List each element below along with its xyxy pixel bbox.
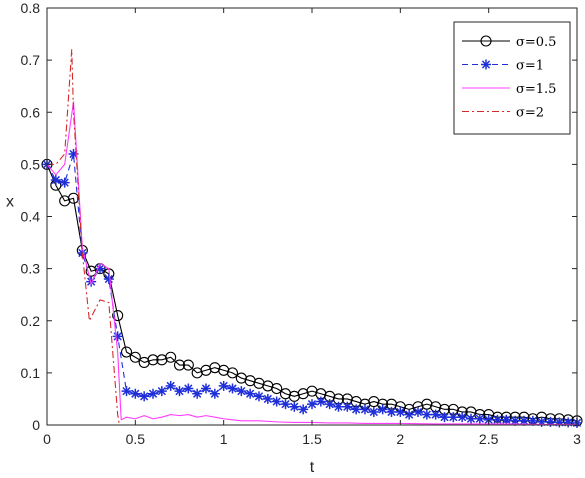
data-point [120, 346, 133, 358]
data-point [201, 383, 211, 394]
data-point [501, 414, 512, 425]
data-point [139, 391, 150, 402]
y-tick-label: 0.7 [21, 52, 41, 68]
series-line-1 [46, 164, 578, 422]
y-tick-label: 0.5 [21, 156, 41, 172]
data-point [59, 177, 70, 188]
data-point [262, 393, 273, 404]
data-point [377, 404, 388, 415]
legend-item-4: σ=2 [462, 106, 544, 121]
x-tick-label: 2.5 [479, 431, 499, 447]
data-point [254, 391, 264, 402]
data-point [218, 380, 229, 391]
x-tick-label: 2 [396, 431, 404, 447]
data-point [307, 399, 317, 410]
data-point [147, 354, 159, 366]
legend-label: σ=1.5 [516, 82, 556, 97]
data-point [386, 406, 397, 417]
data-point [227, 383, 238, 394]
y-tick-label: 0.8 [21, 0, 41, 16]
data-point [50, 175, 61, 186]
data-point [182, 359, 194, 371]
legend-label: σ=2 [516, 106, 544, 121]
data-point [342, 401, 353, 412]
data-point [129, 351, 141, 363]
axes-layer: 0 0.5 1 1.5 2 2.5 3 0 0.1 0.2 0.3 0.4 0.5 0.6 0.7 0.8 t x [6, 0, 581, 476]
data-point [298, 404, 309, 415]
x-tick-label: 1.5 [302, 431, 322, 447]
data-point [174, 386, 185, 397]
data-point [165, 380, 176, 391]
legend: σ=0.5 σ=1 σ=1.5 σ=2 [453, 21, 571, 135]
data-point [492, 414, 503, 425]
data-point [280, 399, 291, 410]
data-point [95, 263, 105, 274]
y-tick-label: 0 [32, 417, 40, 433]
y-tick-label: 0.4 [21, 209, 41, 225]
data-point [289, 401, 300, 412]
series-layer [41, 49, 583, 428]
data-point [245, 388, 256, 399]
data-point [103, 274, 114, 285]
y-tick-label: 0.6 [21, 104, 41, 120]
data-point [430, 409, 441, 420]
data-point [156, 386, 167, 397]
data-point [404, 409, 415, 420]
data-point [351, 404, 362, 415]
legend-item-1: σ=0.5 [462, 35, 556, 50]
legend-marker [481, 59, 491, 70]
data-point [368, 406, 379, 417]
data-point [333, 401, 344, 412]
x-tick-label: 0 [43, 431, 51, 447]
data-point [192, 388, 203, 399]
y-tick-label: 0.2 [21, 313, 41, 329]
x-tick-label: 3 [573, 431, 581, 447]
data-point [112, 309, 124, 322]
data-point [165, 351, 177, 363]
legend-item-2: σ=1 [462, 59, 544, 74]
x-tick-label: 0.5 [126, 431, 146, 447]
data-point [360, 404, 370, 415]
data-point [413, 406, 423, 417]
data-point [324, 399, 335, 410]
y-tick-label: 0.1 [21, 365, 41, 381]
data-point [183, 383, 194, 394]
data-point [271, 396, 282, 407]
data-point [457, 412, 468, 423]
series-3 [46, 101, 577, 426]
data-point [448, 412, 459, 423]
data-point [236, 386, 247, 397]
data-point [271, 382, 283, 395]
legend-item-3: σ=1.5 [462, 82, 556, 97]
data-point [173, 359, 186, 371]
legend-label: σ=1 [516, 59, 544, 74]
legend-marker [480, 35, 492, 47]
x-tick-label: 1 [220, 431, 228, 447]
data-point [86, 276, 97, 287]
data-point [554, 417, 565, 428]
y-tick-label: 0.3 [21, 261, 41, 277]
data-point [439, 412, 450, 423]
data-point [209, 388, 220, 399]
data-point [121, 386, 132, 397]
data-point [226, 367, 239, 379]
data-point [148, 388, 158, 399]
series-2 [42, 148, 582, 428]
data-point [563, 417, 574, 428]
legend-label: σ=0.5 [516, 35, 556, 50]
y-axis-label: x [6, 194, 14, 211]
data-point [112, 331, 123, 342]
data-point [395, 406, 406, 417]
data-point [315, 396, 326, 407]
data-point [130, 388, 141, 399]
x-axis-label: t [310, 459, 315, 476]
data-point [421, 409, 432, 420]
series-line-3 [46, 101, 577, 426]
data-point [474, 413, 485, 424]
data-point [466, 413, 476, 424]
